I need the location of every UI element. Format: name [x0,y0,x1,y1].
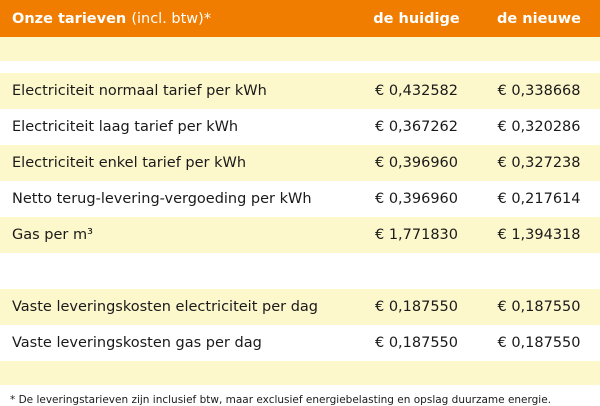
row-label: Electriciteit laag tarief per kWh [12,119,239,135]
table-title: Onze tarieven (incl. btw)* [0,11,355,27]
title-note: (incl. btw)* [131,10,212,27]
section-gap [0,253,600,289]
footnote: * De leveringstarieven zijn inclusief bt… [10,394,552,406]
row-new-value: € 0,187550 [497,335,581,351]
column-header-new: de nieuwe [497,10,581,27]
row-new-value: € 0,320286 [497,119,581,135]
spacer [0,61,600,73]
table-row: Vaste leveringskosten gas per dag € 0,18… [0,325,600,361]
table-row: Vaste leveringskosten electriciteit per … [0,289,600,325]
row-label: Gas per m³ [12,227,93,243]
row-label: Vaste leveringskosten gas per dag [12,335,262,351]
table-row: Netto terug-levering-vergoeding per kWh … [0,181,600,217]
table-header: Onze tarieven (incl. btw)* de huidige de… [0,0,600,37]
row-current-value: € 0,187550 [374,335,459,351]
row-new-value: € 0,187550 [497,299,581,315]
table-footer [0,361,600,385]
column-header-current: de huidige [373,10,460,27]
row-new-value: € 0,217614 [497,191,581,207]
row-current-value: € 0,187550 [374,299,459,315]
row-current-value: € 0,396960 [374,155,459,171]
row-current-value: € 0,396960 [374,191,459,207]
table-row: Electriciteit enkel tarief per kWh € 0,3… [0,145,600,181]
row-label: Electriciteit normaal tarief per kWh [12,83,267,99]
row-current-value: € 1,771830 [374,227,459,243]
title-text: Onze tarieven [12,10,127,27]
row-label: Netto terug-levering-vergoeding per kWh [12,191,312,207]
spacer [0,37,600,61]
row-current-value: € 0,367262 [374,119,459,135]
table-row: Electriciteit normaal tarief per kWh € 0… [0,73,600,109]
row-new-value: € 0,327238 [497,155,581,171]
row-new-value: € 1,394318 [497,227,581,243]
table-row: Gas per m³ € 1,771830 € 1,394318 [0,217,600,253]
row-new-value: € 0,338668 [497,83,581,99]
table-row: Electriciteit laag tarief per kWh € 0,36… [0,109,600,145]
row-label: Vaste leveringskosten electriciteit per … [12,299,318,315]
row-current-value: € 0,432582 [374,83,459,99]
row-label: Electriciteit enkel tarief per kWh [12,155,247,171]
